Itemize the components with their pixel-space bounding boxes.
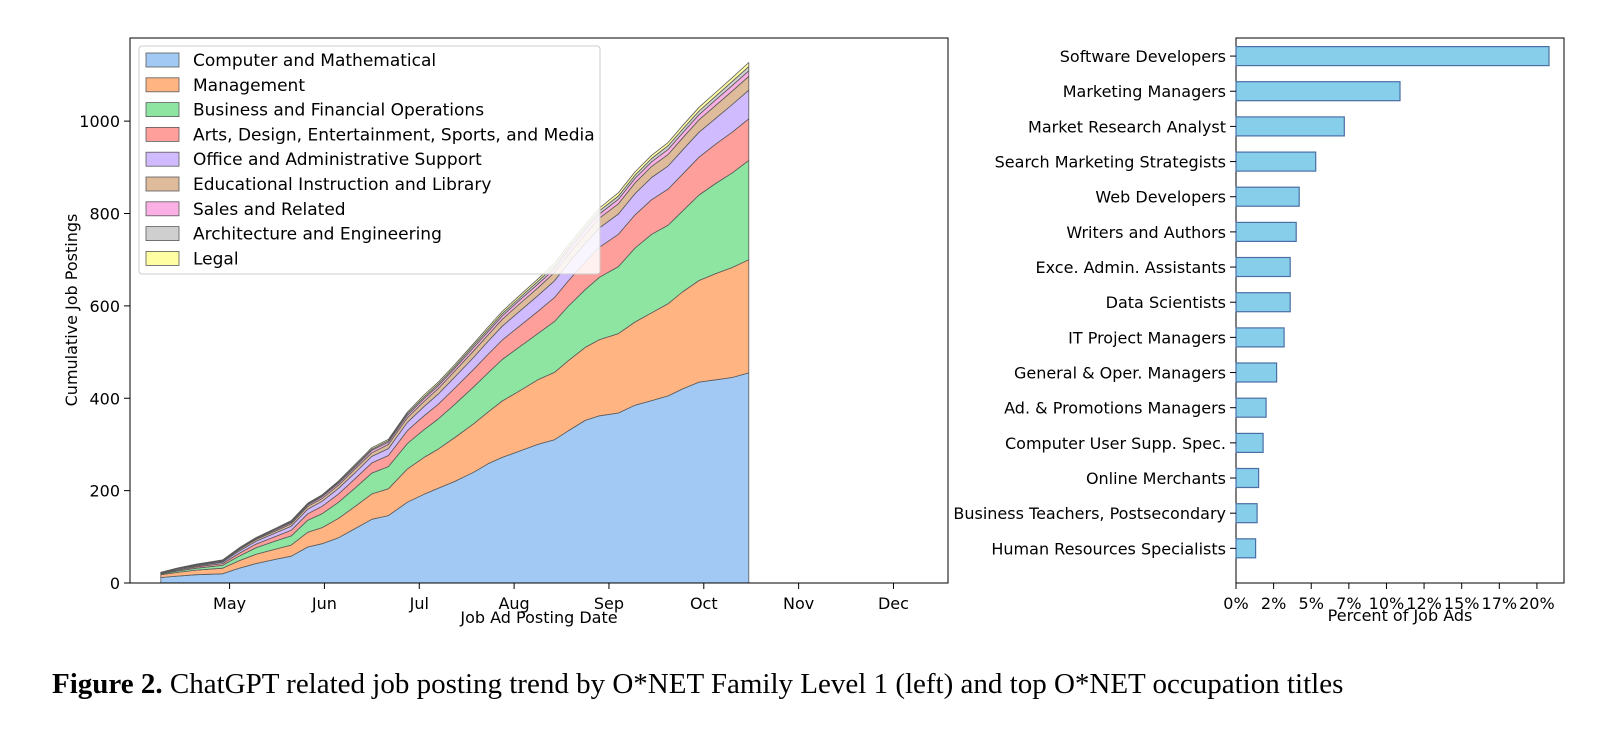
y-tick-label: 1000 bbox=[79, 112, 120, 131]
category-label: Business Teachers, Postsecondary bbox=[953, 504, 1226, 523]
category-labels: Software Developers Marketing Managers Mar… bbox=[953, 47, 1236, 558]
x-tick-label: 7% bbox=[1336, 594, 1361, 613]
left-plot-frame bbox=[129, 37, 949, 584]
bar bbox=[1235, 292, 1291, 313]
legend-items: Computer and Mathematical Management Busin… bbox=[145, 51, 595, 269]
left-y-ticks: 0 200 400 600 800 1000 bbox=[79, 112, 130, 593]
left-x-ticks: May Jun Jul Aug Sep Oct Nov Dec bbox=[213, 583, 909, 613]
left-x-axis-label: Job Ad Posting Date bbox=[459, 608, 617, 627]
figure: 0 200 400 600 800 1000 May Jun Jul Aug Sep Oct Nov D… bbox=[62, 37, 1565, 627]
y-tick-label: 0 bbox=[110, 574, 120, 593]
caption-text: ChatGPT related job posting trend by O*N… bbox=[162, 668, 1344, 700]
legend-label: Business and Financial Operations bbox=[193, 101, 484, 121]
figure-caption: Figure 2. ChatGPT related job posting tr… bbox=[52, 668, 1343, 701]
legend-swatch bbox=[145, 77, 180, 93]
legend-label: Arts, Design, Entertainment, Sports, and… bbox=[193, 125, 595, 145]
y-tick-label: 400 bbox=[89, 389, 120, 408]
bar bbox=[1235, 538, 1257, 559]
x-tick-label: Aug bbox=[498, 594, 529, 613]
legend-label: Computer and Mathematical bbox=[193, 51, 436, 71]
caption-label: Figure 2. bbox=[52, 668, 163, 700]
x-tick-label: Jun bbox=[311, 594, 337, 613]
category-label: Human Resources Specialists bbox=[991, 539, 1226, 558]
y-tick-label: 200 bbox=[89, 482, 120, 501]
x-tick-label: 20% bbox=[1519, 594, 1555, 613]
y-tick-label: 800 bbox=[89, 205, 120, 224]
legend: Computer and Mathematical Management Busin… bbox=[138, 45, 601, 275]
legend-label: Legal bbox=[193, 249, 239, 269]
legend-label: Sales and Related bbox=[193, 200, 346, 220]
y-tick-label: 600 bbox=[89, 297, 120, 316]
x-tick-label: Sep bbox=[594, 594, 624, 613]
bar bbox=[1235, 45, 1550, 67]
legend-swatch bbox=[145, 52, 180, 68]
category-label: Data Scientists bbox=[1106, 293, 1226, 312]
category-label: Market Research Analyst bbox=[1028, 117, 1226, 136]
bar bbox=[1235, 397, 1267, 418]
stacked-area-chart: 0 200 400 600 800 1000 May Jun Jul Aug Sep Oct Nov D… bbox=[62, 37, 949, 627]
legend-label: Architecture and Engineering bbox=[193, 225, 442, 245]
bar bbox=[1235, 81, 1401, 102]
x-tick-label: May bbox=[213, 594, 246, 613]
category-label: Writers and Authors bbox=[1066, 223, 1226, 242]
right-x-axis-label: Percent of Job Ads bbox=[1328, 606, 1473, 625]
bar bbox=[1235, 327, 1285, 348]
x-tick-label: 0% bbox=[1223, 594, 1248, 613]
x-tick-label: Nov bbox=[783, 594, 814, 613]
right-x-ticks: 0% 2% 5% 7% 10% 12% 15% 17% 20% bbox=[1223, 583, 1555, 613]
legend-label: Office and Administrative Support bbox=[193, 150, 482, 170]
horizontal-bar-chart: Software Developers Marketing Managers Mar… bbox=[953, 37, 1565, 625]
category-label: Software Developers bbox=[1060, 47, 1226, 66]
bar bbox=[1235, 503, 1258, 524]
category-label: IT Project Managers bbox=[1068, 328, 1226, 347]
legend-swatch bbox=[145, 201, 180, 217]
bar bbox=[1235, 186, 1300, 207]
bar bbox=[1235, 151, 1317, 172]
legend-swatch bbox=[145, 127, 180, 142]
category-label: Search Marketing Strategists bbox=[995, 153, 1226, 172]
legend-swatch bbox=[145, 176, 180, 192]
x-tick-label: 5% bbox=[1299, 594, 1324, 613]
x-tick-label: Jul bbox=[409, 594, 429, 613]
category-label: Web Developers bbox=[1095, 188, 1226, 207]
legend-label: Management bbox=[193, 76, 305, 96]
category-label: Ad. & Promotions Managers bbox=[1004, 399, 1226, 418]
area-legal bbox=[160, 62, 750, 573]
category-label: Computer User Supp. Spec. bbox=[1005, 434, 1226, 453]
legend-label: Educational Instruction and Library bbox=[193, 175, 491, 195]
x-tick-label: 12% bbox=[1406, 594, 1442, 613]
bar-group bbox=[1235, 45, 1550, 559]
category-label: Exce. Admin. Assistants bbox=[1036, 258, 1227, 277]
bar bbox=[1235, 432, 1264, 453]
x-tick-label: 17% bbox=[1482, 594, 1518, 613]
x-tick-label: 2% bbox=[1261, 594, 1286, 613]
category-label: Marketing Managers bbox=[1063, 82, 1226, 101]
x-tick-label: Oct bbox=[690, 594, 718, 613]
area-series-group bbox=[160, 62, 750, 584]
bar bbox=[1235, 116, 1345, 137]
x-tick-label: Dec bbox=[878, 594, 909, 613]
bar bbox=[1235, 221, 1297, 242]
legend-swatch bbox=[145, 250, 180, 266]
x-tick-label: 10% bbox=[1369, 594, 1405, 613]
left-y-axis-label: Cumulative Job Postings bbox=[62, 214, 81, 407]
category-label: General & Oper. Managers bbox=[1014, 364, 1226, 383]
legend-swatch bbox=[145, 151, 180, 167]
x-tick-label: 15% bbox=[1444, 594, 1480, 613]
bar bbox=[1235, 362, 1278, 383]
bar bbox=[1235, 256, 1291, 278]
legend-swatch bbox=[145, 102, 180, 117]
legend-frame bbox=[138, 45, 601, 275]
bar bbox=[1235, 467, 1260, 489]
category-label: Online Merchants bbox=[1086, 469, 1226, 488]
legend-swatch bbox=[145, 226, 180, 242]
